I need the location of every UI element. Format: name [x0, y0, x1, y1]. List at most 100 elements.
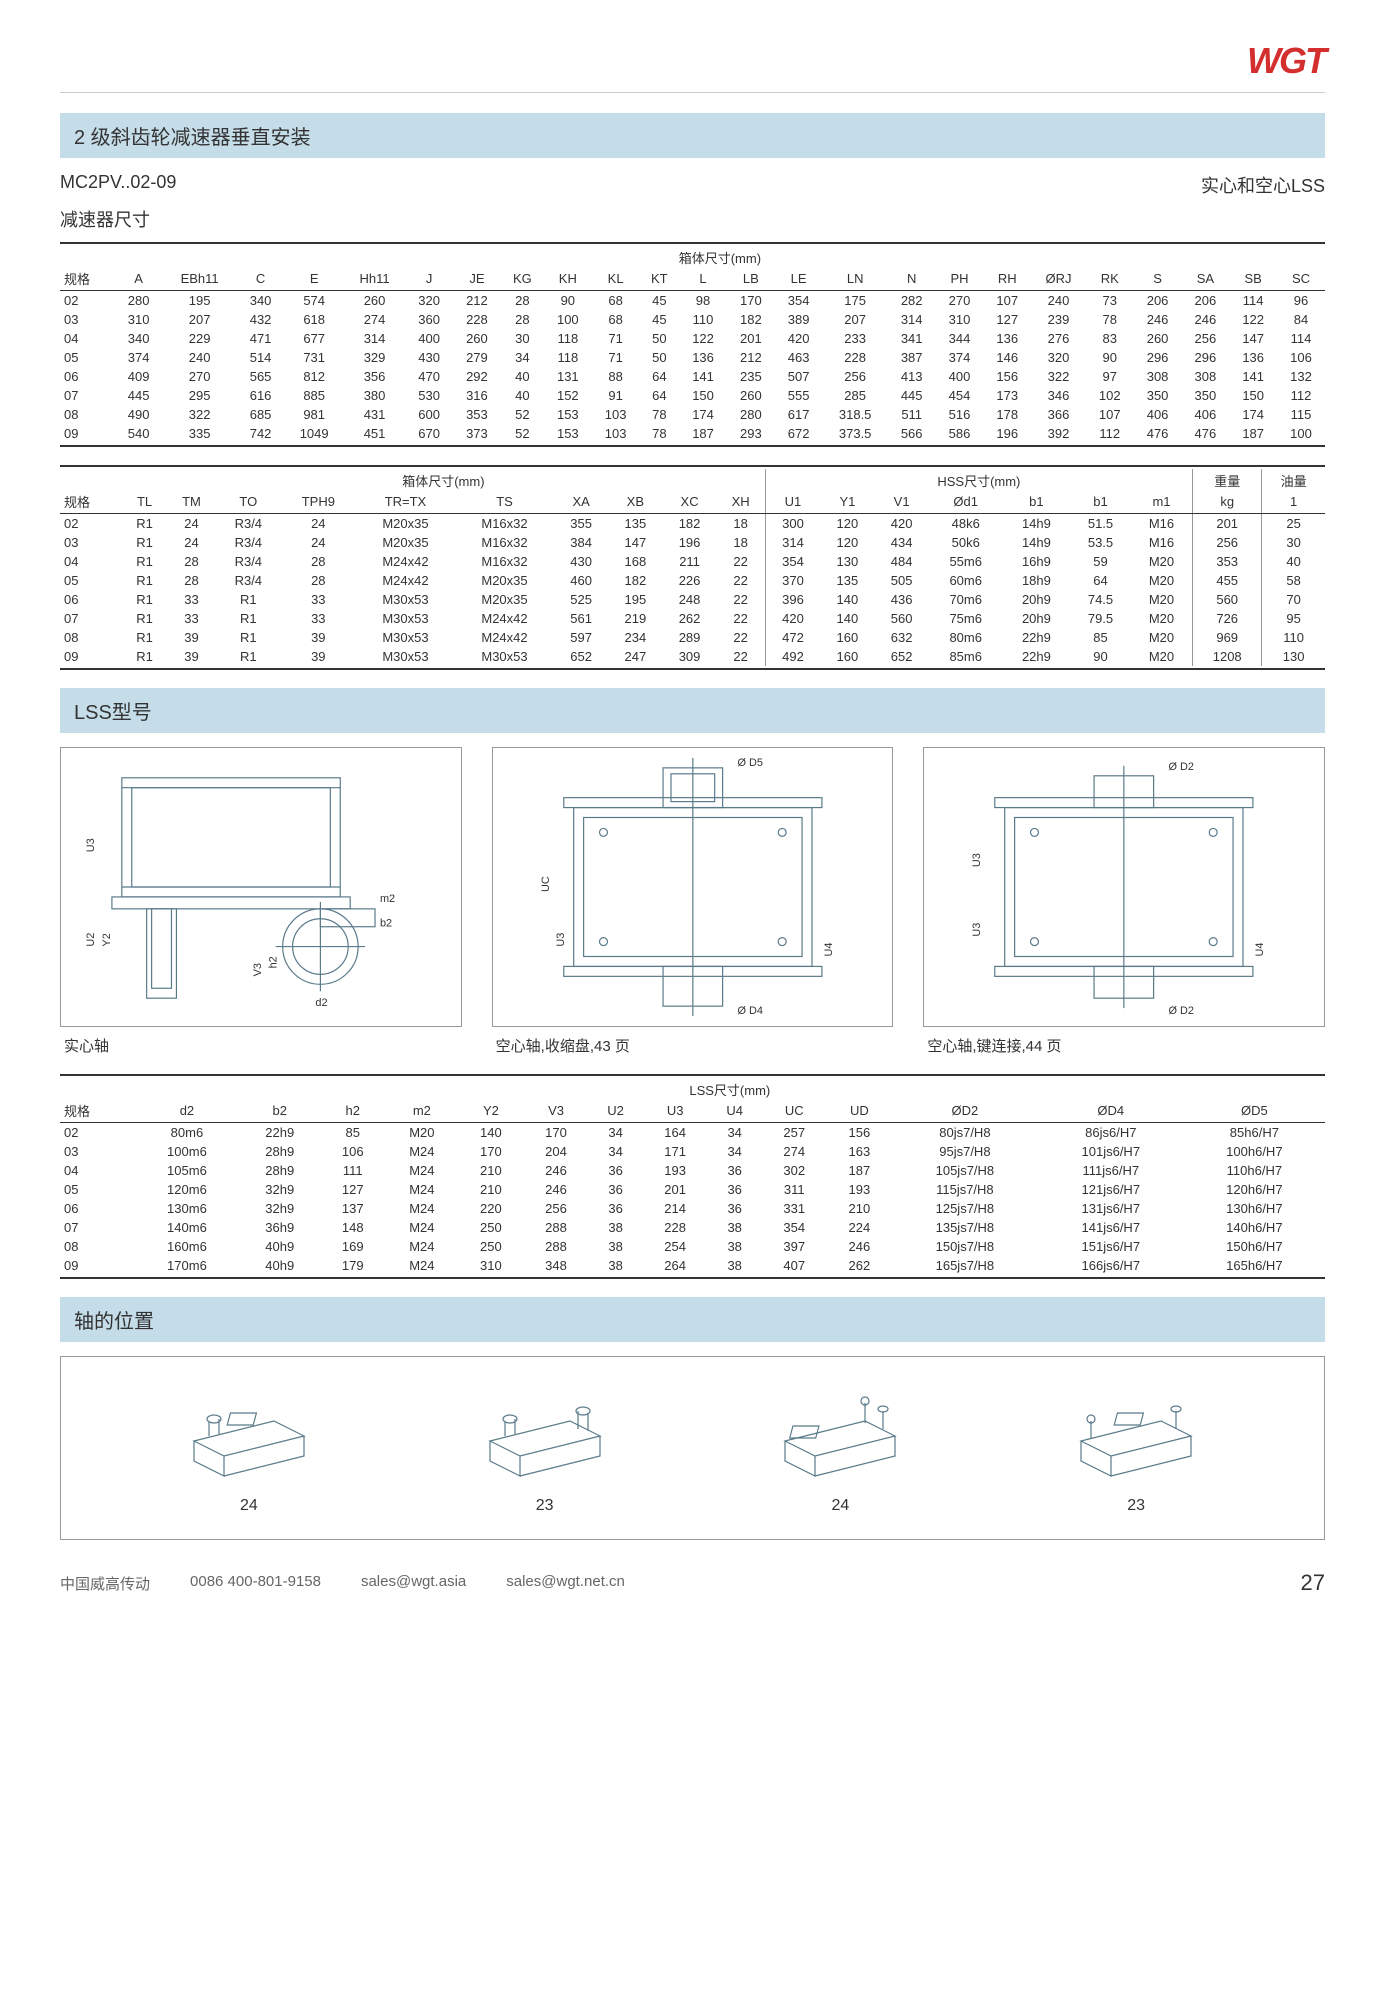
table-cell: 392 [1031, 424, 1086, 443]
table-cell: R1 [216, 590, 281, 609]
table-cell: M24 [385, 1256, 458, 1275]
table-cell: 492 [765, 647, 820, 666]
table-cell: 396 [765, 590, 820, 609]
col-header: ØD2 [892, 1099, 1038, 1123]
table-cell: 445 [115, 386, 163, 405]
table-cell: 14h9 [1003, 514, 1070, 534]
table-cell: 110 [679, 310, 727, 329]
table-cell: R1 [122, 609, 167, 628]
table-cell: M24 [385, 1218, 458, 1237]
col-header: b1 [1070, 490, 1131, 514]
table-cell: 632 [875, 628, 929, 647]
table-cell: 560 [875, 609, 929, 628]
table-cell: 150 [1229, 386, 1277, 405]
table-cell: 100h6/H7 [1184, 1142, 1325, 1161]
table-cell: 22 [717, 647, 765, 666]
table-cell: 262 [662, 609, 716, 628]
table-cell: 36h9 [239, 1218, 320, 1237]
col-header: 1 [1262, 490, 1325, 514]
table-cell: M20 [1131, 609, 1193, 628]
table-cell: 64 [1070, 571, 1131, 590]
table-cell: R3/4 [216, 533, 281, 552]
col-header: Ød1 [929, 490, 1003, 514]
shaft-config-1-icon [174, 1381, 324, 1491]
table-cell: 22 [717, 628, 765, 647]
table-cell: 166js6/H7 [1038, 1256, 1184, 1275]
table-cell: R1 [216, 647, 281, 666]
table-cell: 33 [281, 590, 356, 609]
table-row: 0331020743261827436022828100684511018238… [60, 310, 1325, 329]
col-header: V3 [523, 1099, 588, 1123]
col-header: U1 [765, 490, 820, 514]
table-cell: 130m6 [135, 1199, 240, 1218]
table-cell: 285 [823, 386, 888, 405]
shaft-config-2-icon [470, 1381, 620, 1491]
table-cell: 175 [823, 291, 888, 311]
table-cell: 170 [458, 1142, 523, 1161]
table-cell: 430 [405, 348, 453, 367]
table-cell: 09 [60, 1256, 135, 1275]
box-hss-dimensions-table: 箱体尺寸(mm) HSS尺寸(mm) 重量 油量 规格TLTMTOTPH9TR=… [60, 465, 1325, 670]
table-cell: 80m6 [135, 1123, 240, 1143]
table-cell: 105js7/H8 [892, 1161, 1038, 1180]
table-cell: 68 [592, 291, 640, 311]
table-cell: 400 [936, 367, 984, 386]
table-cell: 28h9 [239, 1142, 320, 1161]
table-cell: 140 [458, 1123, 523, 1143]
table-cell: 03 [60, 1142, 135, 1161]
table-cell: 212 [727, 348, 775, 367]
table-cell: 246 [1134, 310, 1182, 329]
table-cell: 45 [640, 310, 680, 329]
table-cell: 597 [554, 628, 608, 647]
diag2-u3-label: U3 [554, 933, 566, 947]
table-cell: 80m6 [929, 628, 1003, 647]
table-cell: 179 [320, 1256, 385, 1275]
table-cell: 58 [1262, 571, 1325, 590]
col-header: ØD4 [1038, 1099, 1184, 1123]
table-cell: 83 [1086, 329, 1134, 348]
table-row: 09R139R139M30x53M30x53652247309224921606… [60, 647, 1325, 666]
table-cell: M20x35 [455, 571, 554, 590]
table-cell: 340 [115, 329, 163, 348]
table-cell: 484 [875, 552, 929, 571]
table-cell: 228 [643, 1218, 708, 1237]
table-cell: 322 [1031, 367, 1086, 386]
col-header: U4 [708, 1099, 762, 1123]
table-cell: 530 [405, 386, 453, 405]
footer-email1: sales@wgt.asia [361, 1573, 466, 1594]
table-cell: 18 [717, 533, 765, 552]
table-cell: M20x35 [356, 514, 455, 534]
col-header: S [1134, 267, 1182, 291]
table-cell: 137 [320, 1199, 385, 1218]
shaft-config-4-icon [1061, 1381, 1211, 1491]
table-cell: 195 [163, 291, 237, 311]
table-cell: 476 [1134, 424, 1182, 443]
table-cell: 75m6 [929, 609, 1003, 628]
col-header: LN [823, 267, 888, 291]
table-cell: 257 [762, 1123, 827, 1143]
table-cell: 341 [888, 329, 936, 348]
table-cell: M16x32 [455, 552, 554, 571]
table-cell: 247 [608, 647, 662, 666]
table-cell: 260 [727, 386, 775, 405]
table-cell: 118 [544, 348, 592, 367]
table-row: 0280m622h985M20140170341643425715680js7/… [60, 1123, 1325, 1143]
table-cell: 246 [827, 1237, 892, 1256]
table-row: 04R128R3/428M24x42M16x324301682112235413… [60, 552, 1325, 571]
col-header: h2 [320, 1099, 385, 1123]
table-cell: 64 [640, 367, 680, 386]
col-header: U2 [589, 1099, 643, 1123]
table-cell: 05 [60, 571, 122, 590]
table-cell: 84 [1277, 310, 1325, 329]
table-cell: 445 [888, 386, 936, 405]
table-cell: 07 [60, 386, 115, 405]
table-cell: 102 [1086, 386, 1134, 405]
table-cell: 85m6 [929, 647, 1003, 666]
table-cell: 193 [827, 1180, 892, 1199]
col-header: KL [592, 267, 640, 291]
table-cell: 296 [1181, 348, 1229, 367]
table-cell: 430 [554, 552, 608, 571]
col-header: m2 [385, 1099, 458, 1123]
table-cell: 560 [1193, 590, 1262, 609]
table-cell: 09 [60, 424, 115, 443]
